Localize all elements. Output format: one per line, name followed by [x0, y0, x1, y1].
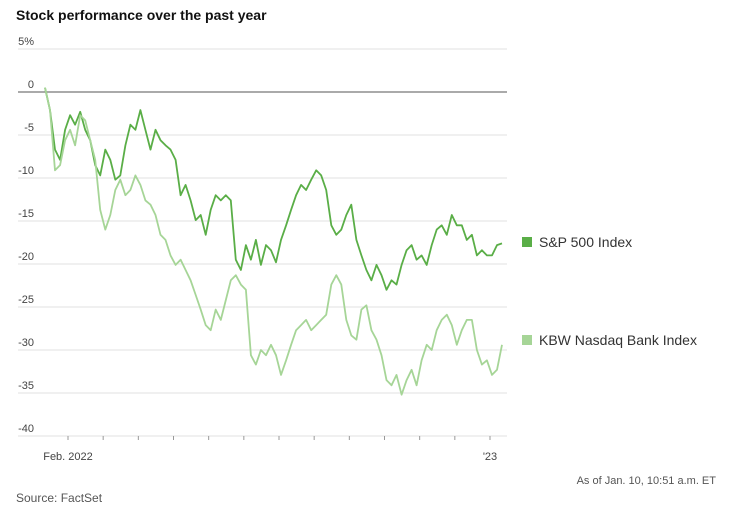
x-tick-label: Feb. 2022 — [43, 451, 93, 463]
y-tick-label: -30 — [18, 337, 34, 349]
y-tick-label: -25 — [18, 294, 34, 306]
y-tick-label: -10 — [18, 165, 34, 177]
legend-label: KBW Nasdaq Bank Index — [539, 332, 697, 348]
note: As of Jan. 10, 10:51 a.m. ET — [577, 475, 717, 487]
y-tick-label: -15 — [18, 208, 34, 220]
x-tick-label: '23 — [483, 451, 497, 463]
y-tick-label: -5 — [24, 122, 34, 134]
y-tick-label: -20 — [18, 251, 34, 263]
y-tick-label: 0 — [28, 79, 34, 91]
source: Source: FactSet — [16, 491, 103, 505]
legend-swatch — [522, 237, 532, 247]
y-tick-label: -35 — [18, 380, 34, 392]
legend-swatch — [522, 335, 532, 345]
series-line — [44, 87, 503, 396]
chart-title: Stock performance over the past year — [16, 7, 267, 23]
y-tick-label: -40 — [18, 423, 34, 435]
series-line — [44, 87, 503, 291]
legend-label: S&P 500 Index — [539, 234, 632, 250]
y-tick-label: 5% — [18, 36, 34, 48]
